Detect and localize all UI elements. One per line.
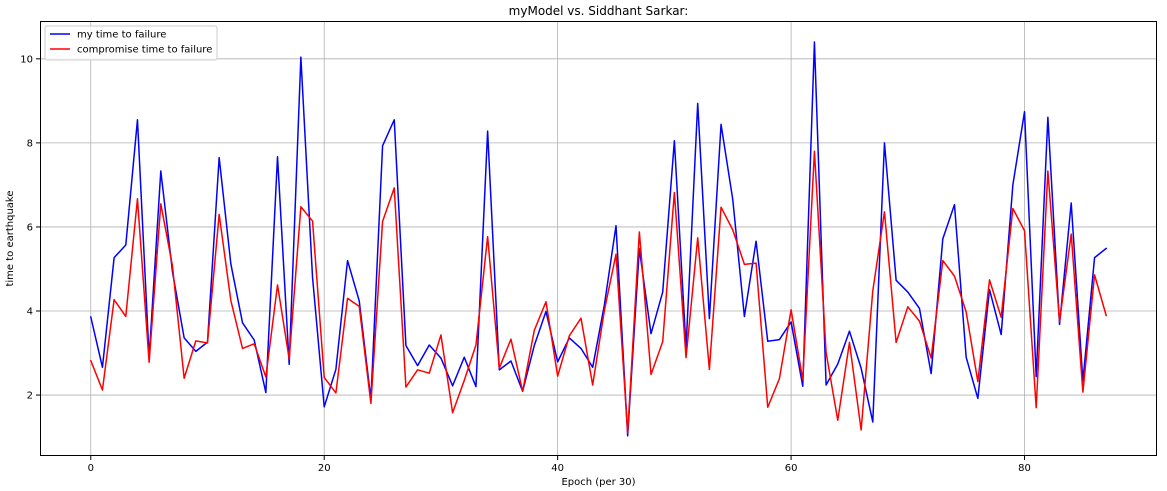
legend-box (44, 25, 218, 61)
x-tick-label: 60 (785, 463, 798, 474)
y-tick-label: 6 (27, 222, 33, 233)
y-tick-label: 2 (27, 391, 33, 402)
x-axis-title: Epoch (per 30) (561, 477, 635, 488)
y-tick-label: 8 (27, 138, 33, 149)
x-tick-label: 0 (88, 463, 94, 474)
plot-frame (40, 21, 1157, 456)
chart-title: myModel vs. Siddhant Sarkar: (509, 4, 689, 18)
y-tick-label: 10 (20, 54, 33, 65)
legend-label-compromise-time: compromise time to failure (77, 45, 212, 56)
x-tick-label: 80 (1018, 463, 1031, 474)
series-line-1 (90, 150, 1107, 434)
y-axis-ticks: 2 4 6 8 10 (20, 54, 40, 402)
y-axis-title: time to earthquake (5, 190, 16, 286)
plot-area (40, 21, 1157, 456)
x-tick-label: 40 (551, 463, 564, 474)
series-layer (90, 41, 1107, 437)
y-tick-label: 4 (27, 307, 33, 318)
x-axis-ticks: 0 20 40 60 80 (88, 456, 1031, 474)
legend: my time to failure compromise time to fa… (44, 25, 218, 61)
legend-label-my-time: my time to failure (77, 30, 166, 41)
x-tick-label: 20 (318, 463, 331, 474)
